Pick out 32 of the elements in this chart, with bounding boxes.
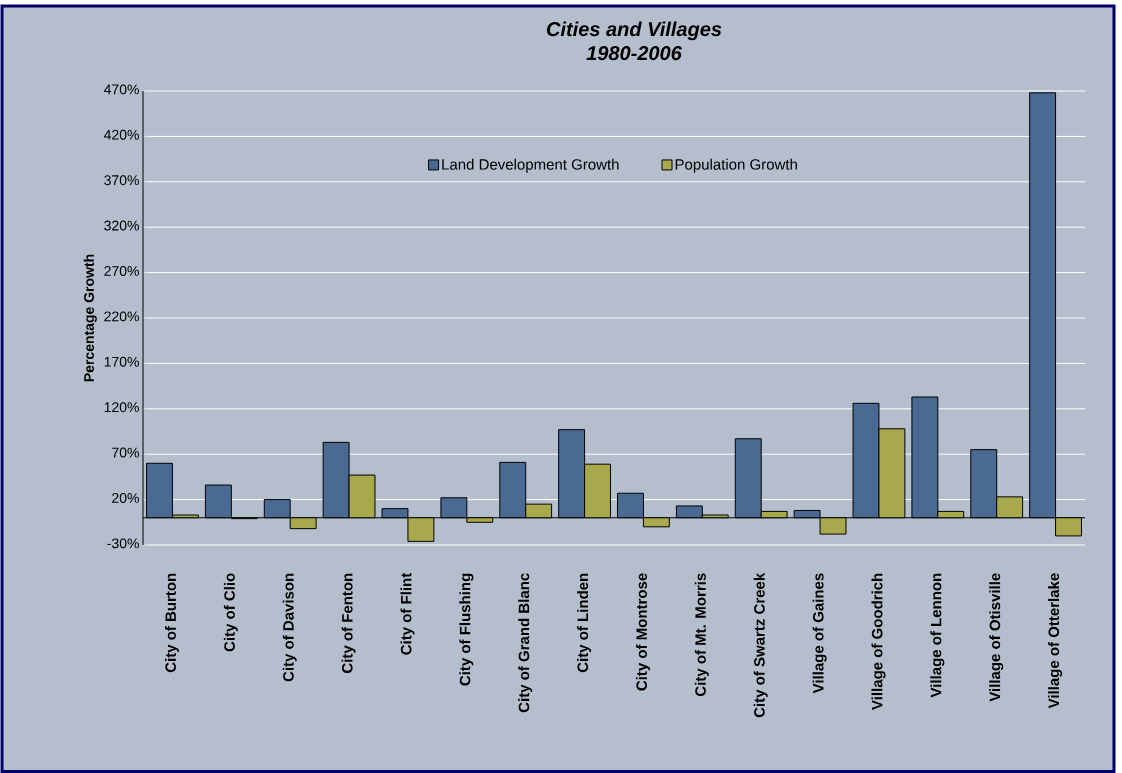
y-tick-label: 70% bbox=[112, 447, 139, 458]
x-tick-label: City of Linden bbox=[577, 573, 592, 673]
y-tick-label: 470% bbox=[103, 84, 139, 95]
x-tick-label: City of Flushing bbox=[459, 573, 474, 686]
y-tick-label: 370% bbox=[104, 175, 139, 186]
x-tick-label: Village of Gaines bbox=[812, 573, 827, 694]
x-tick-label: City of Montrose bbox=[635, 573, 650, 691]
y-axis-title: Percentage Growth bbox=[83, 254, 97, 382]
y-tick-label: 170% bbox=[104, 356, 139, 367]
x-tick-label: City of Fenton bbox=[341, 573, 356, 673]
x-tick-label: City of Flint bbox=[400, 572, 415, 655]
x-tick-label: City of Davison bbox=[282, 573, 297, 682]
y-tick-label: 270% bbox=[104, 266, 139, 276]
y-tick-label: 20% bbox=[112, 493, 139, 503]
x-tick-label: Village of Goodrich bbox=[871, 573, 886, 710]
x-tick-label: Village of Otisville bbox=[989, 573, 1004, 702]
x-tick-label: City of Burton bbox=[164, 573, 179, 673]
y-tick-label: 320% bbox=[104, 220, 139, 231]
y-tick-label: 420% bbox=[103, 129, 139, 140]
y-tick-label: 120% bbox=[104, 402, 139, 413]
chart-subtitle: 1980-2006 bbox=[586, 46, 682, 61]
x-tick-label: City of Swartz Creek bbox=[753, 572, 768, 718]
x-tick-label: City of Mt. Morris bbox=[694, 573, 709, 697]
legend-label: Land Development Growth bbox=[442, 158, 619, 173]
x-tick-label: City of Clio bbox=[223, 573, 238, 652]
chart-title: Cities and Villages bbox=[546, 21, 722, 41]
y-tick-label: 220% bbox=[104, 311, 139, 322]
x-tick-label: City of Grand Blanc bbox=[518, 573, 533, 713]
legend-label: Population Growth bbox=[675, 158, 797, 173]
x-tick-label: Village of Lennon bbox=[930, 573, 945, 698]
x-tick-label: Village of Otterlake bbox=[1048, 573, 1063, 709]
y-tick-label: -30% bbox=[107, 538, 139, 549]
